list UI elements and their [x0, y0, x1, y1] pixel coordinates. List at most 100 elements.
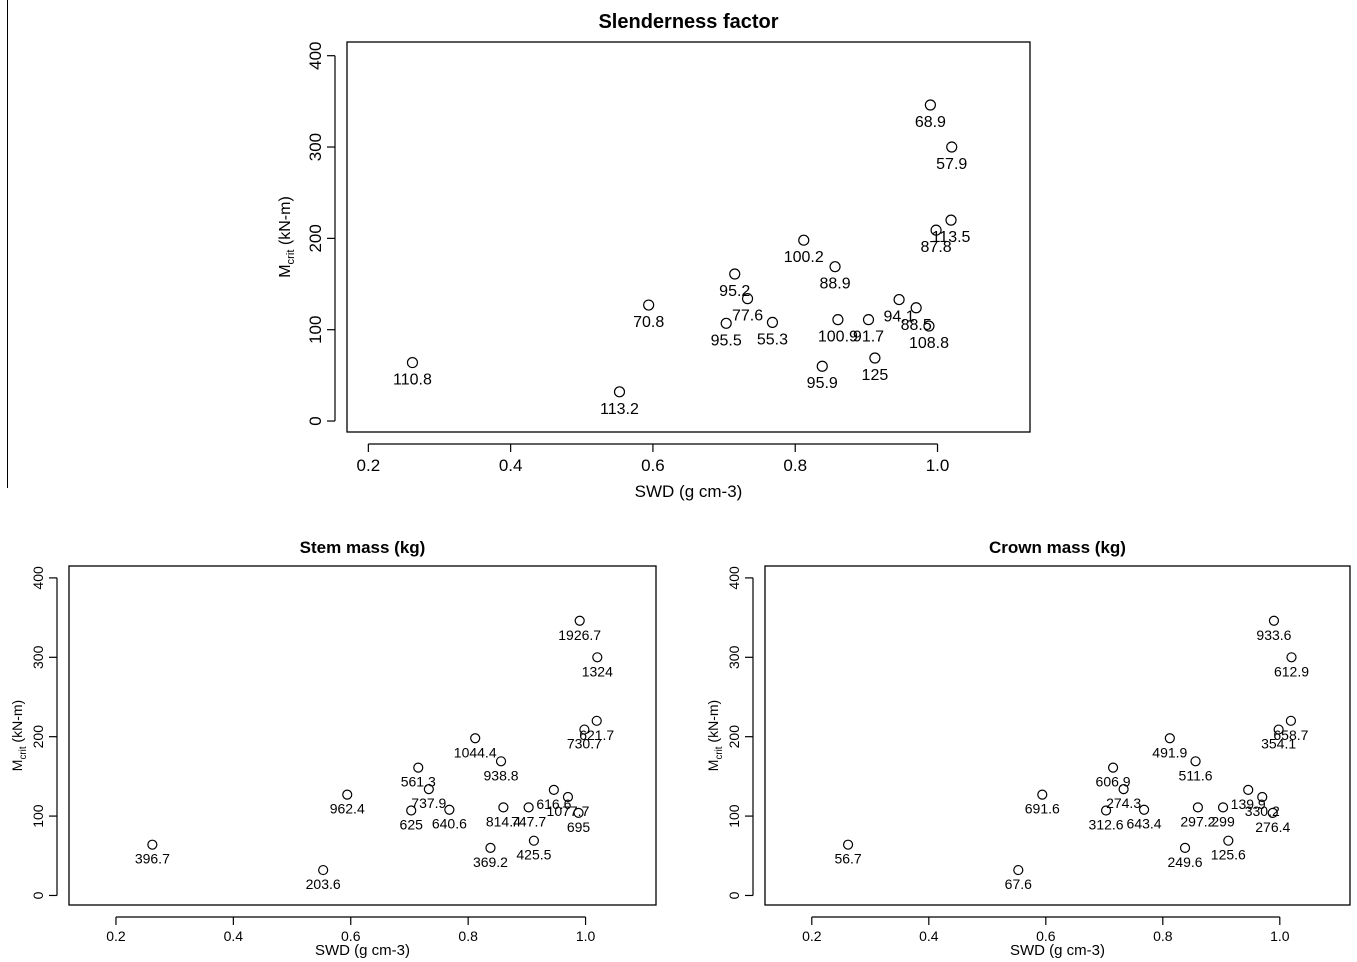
stem-data-point — [342, 789, 353, 800]
slenderness-data-label: 108.8 — [909, 335, 949, 352]
stem-y-axis-label-main: M — [9, 760, 25, 772]
stem-data-point — [574, 615, 585, 626]
slenderness-data-point — [816, 360, 828, 372]
crown-data-label: 297.2 — [1180, 813, 1215, 829]
stem-data-point — [413, 762, 424, 773]
crown-data-label: 643.4 — [1127, 816, 1162, 832]
stem-data-point — [579, 724, 590, 735]
slenderness-data-point — [829, 261, 841, 273]
crown-x-axis: 0.2 0.4 0.6 0.8 1.0 — [802, 916, 1290, 944]
crown-x-tick-label: 0.4 — [919, 928, 939, 944]
slenderness-data-label: 88.9 — [819, 276, 850, 293]
crown-x-tick-label: 0.2 — [802, 928, 822, 944]
slenderness-data-point — [862, 314, 875, 326]
crown-data-label: 612.9 — [1274, 663, 1309, 679]
slenderness-x-tick-label: 0.4 — [499, 456, 523, 475]
stem-data-label: 561.3 — [401, 774, 436, 790]
crown-data-point — [1268, 615, 1280, 626]
slenderness-y-axis-label-unit: (kN-m) — [277, 196, 294, 249]
slenderness-data-point — [643, 299, 655, 311]
stem-y-axis-label: Mcrit (kN-m) — [9, 700, 29, 771]
crown-data-label: 249.6 — [1168, 854, 1203, 870]
slenderness-data-label: 57.9 — [936, 156, 967, 173]
slenderness-data-label: 91.7 — [853, 329, 884, 346]
crown-data-point — [1285, 715, 1297, 726]
slenderness-x-tick-label: 1.0 — [926, 456, 950, 475]
stem-data-label: 747.7 — [511, 813, 546, 829]
crown-data-label: 67.6 — [1005, 876, 1032, 892]
crown-y-axis: 0 100 200 300 400 — [726, 566, 754, 899]
crown-data-point — [1273, 724, 1284, 735]
slenderness-points: 110.8 113.2 70.8 95.5 95.2 77.6 55.3 100.2 95.9 8… — [393, 99, 971, 418]
stem-data-point — [562, 791, 574, 803]
stem-points: 396.7 203.6 962.4 625 561.3 737.9 640.6 1044.4 3… — [135, 615, 614, 892]
stem-data-point — [523, 802, 534, 813]
stem-title: Stem mass (kg) — [300, 538, 426, 557]
crown-data-label: 274.3 — [1106, 795, 1141, 811]
crown-data-label: 691.6 — [1025, 801, 1060, 817]
slenderness-plot-frame — [346, 41, 1031, 433]
crown-data-label: 276.4 — [1255, 819, 1290, 835]
slenderness-data-label: 70.8 — [633, 314, 664, 331]
crown-y-tick-label: 0 — [726, 891, 742, 899]
slenderness-data-label: 113.5 — [932, 229, 971, 246]
crown-data-point — [1192, 802, 1204, 813]
slenderness-data-label: 77.6 — [732, 308, 763, 325]
stem-y-tick-label: 100 — [30, 804, 46, 828]
slenderness-data-label: 110.8 — [393, 372, 432, 389]
crown-y-axis-label-unit: (kN-m) — [705, 700, 721, 747]
slenderness-data-label: 95.2 — [719, 283, 750, 300]
slenderness-data-point — [910, 302, 922, 314]
slenderness-data-point — [766, 316, 779, 328]
slenderness-x-tick-label: 0.8 — [783, 456, 807, 475]
slenderness-data-label: 68.9 — [915, 114, 946, 131]
crown-plot: Crown mass (kg) 0.2 0.4 0.6 0.8 1.0 SWD (g cm-… — [705, 538, 1351, 959]
slenderness-data-label: 95.9 — [807, 375, 838, 392]
slenderness-data-label: 100.9 — [818, 329, 858, 346]
crown-data-point — [1190, 756, 1201, 767]
slenderness-y-axis: 0 100 200 300 400 — [306, 42, 336, 426]
left-margin-rule — [7, 0, 8, 488]
stem-data-point — [470, 733, 481, 744]
slenderness-data-label: 94.1 — [884, 309, 915, 326]
stem-data-label: 1077.7 — [547, 803, 590, 819]
crown-data-point — [1013, 864, 1024, 876]
stem-y-axis-label-sub: crit — [18, 746, 29, 759]
slenderness-y-axis-label: Mcrit (kN-m) — [277, 196, 297, 278]
stem-y-tick-label: 0 — [30, 891, 46, 899]
stem-data-label: 1926.7 — [558, 627, 601, 643]
slenderness-data-point — [924, 99, 936, 111]
stem-data-label: 640.6 — [432, 816, 467, 832]
slenderness-data-point — [406, 356, 419, 369]
stem-data-point — [406, 805, 417, 816]
stem-data-label: 625 — [400, 817, 424, 833]
crown-y-tick-label: 200 — [726, 725, 742, 749]
crown-data-label: 312.6 — [1089, 817, 1124, 833]
stem-x-tick-label: 0.8 — [458, 928, 478, 944]
crown-data-point — [1217, 802, 1229, 813]
stem-y-axis-label-unit: (kN-m) — [9, 700, 25, 747]
slenderness-y-axis-label-main: M — [277, 264, 294, 277]
stem-data-point — [318, 864, 329, 876]
crown-x-axis-label: SWD (g cm-3) — [1010, 942, 1105, 959]
crown-data-label: 56.7 — [834, 851, 861, 867]
stem-x-tick-label: 0.4 — [224, 928, 244, 944]
stem-data-label: 962.4 — [330, 801, 365, 817]
crown-y-tick-label: 400 — [726, 566, 742, 590]
stem-data-label: 1044.4 — [454, 744, 497, 760]
stem-data-point — [423, 783, 434, 795]
crown-data-label: 354.1 — [1261, 736, 1296, 752]
stem-x-axis-label: SWD (g cm-3) — [315, 942, 410, 959]
stem-y-tick-label: 400 — [30, 566, 46, 590]
slenderness-data-point — [613, 386, 626, 398]
crown-plot-frame — [764, 565, 1351, 906]
slenderness-data-label: 125 — [862, 367, 889, 384]
stem-data-point — [591, 715, 602, 726]
crown-data-point — [1164, 733, 1175, 744]
slenderness-data-label: 113.2 — [600, 401, 639, 418]
stem-y-axis: 0 100 200 300 400 — [30, 566, 58, 899]
stem-data-label: 203.6 — [306, 876, 341, 892]
slenderness-data-point — [946, 141, 958, 153]
crown-y-axis-label-main: M — [705, 760, 721, 772]
